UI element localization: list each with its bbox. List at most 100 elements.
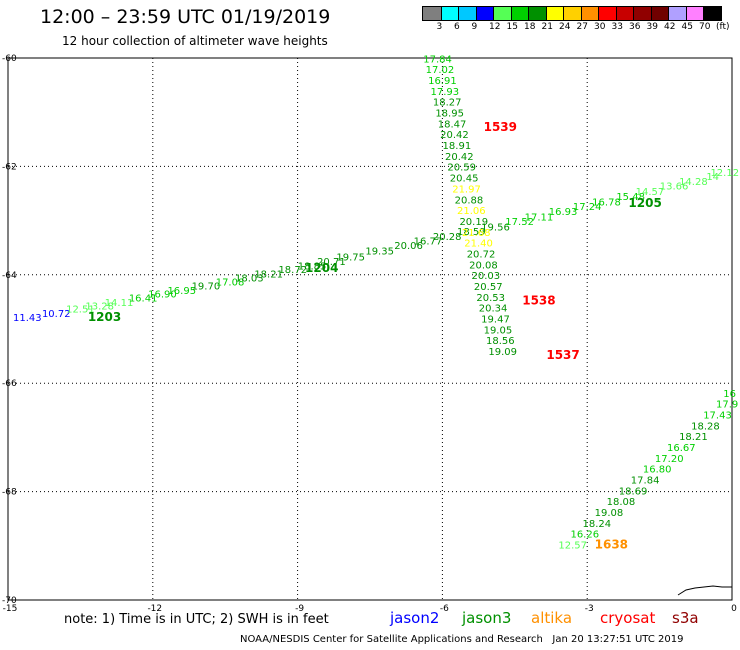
latitude-tick-label: -64 [2,271,17,281]
wave-height-labels: 11.43 10.7212.5113.2814.1116.4116.9016.95… [13,54,739,551]
color-swatch [510,7,528,20]
wave-height-value: 18.91 [443,141,472,152]
wave-height-value: 11.43 [13,313,42,324]
color-scale-label: 36 [629,22,641,32]
wave-height-value: 21.40 [464,239,493,250]
wave-height-value: 19.35 [365,247,394,258]
wave-height-value: 17.20 [655,454,684,465]
wave-height-value: 20.45 [450,174,479,185]
longitude-tick-label: -3 [585,604,594,614]
wave-height-value: 19.47 [481,314,510,325]
satellite-legend-cryosat: cryosat [600,609,656,627]
wave-height-value: 17.52 [505,217,534,228]
wave-height-value: 16.78 [592,197,621,208]
wave-height-value: 19.09 [488,347,517,358]
wave-height-value: 19.56 [481,222,510,233]
color-swatch [633,7,651,20]
longitude-tick-label: -6 [440,604,449,614]
longitude-tick-label: -9 [295,604,304,614]
longitude-tick-label: 0 [731,604,737,614]
color-swatch [545,7,563,20]
wave-height-value: 18.08 [607,497,636,508]
pass-time-label: 1204 [305,261,338,275]
color-swatch [458,7,476,20]
satellite-legend-altika: altika [531,609,573,627]
wave-height-value: 21.68 [462,228,491,239]
wave-height-value: 16.26 [570,530,599,541]
latitude-tick-label: -70 [2,596,17,606]
wave-height-value: 18.27 [433,98,462,109]
wave-height-value: 18.59 [457,227,486,238]
wave-height-value: 20.19 [459,217,488,228]
latitude-tick-label: -66 [2,379,17,389]
pass-time-label: 1205 [628,196,661,210]
wave-height-value: 17.02 [426,65,455,76]
page-subtitle: 12 hour collection of altimeter wave hei… [62,34,328,48]
wave-height-value: 17.9 [716,400,738,411]
color-swatch [598,7,616,20]
color-swatch [563,7,581,20]
color-scale-bar [422,6,722,21]
wave-height-value: 16.95 [167,286,196,297]
wave-height-value: 18.95 [435,109,464,120]
color-swatch [615,7,633,20]
color-swatch [475,7,493,20]
wave-height-value: 16.77 [414,236,443,247]
color-swatch [703,7,721,20]
wave-height-value: 16.93 [549,207,578,218]
pass-time-label: 1203 [88,310,121,324]
wave-height-value: 16.67 [667,443,696,454]
wave-height-value: 16.90 [148,290,177,301]
satellite-legend-jason3: jason3 [462,609,512,627]
wave-height-value: 20.34 [479,304,508,315]
wave-height-value: 14 [706,172,719,183]
credit-line: NOAA/NESDIS Center for Satellite Applica… [240,634,684,645]
satellite-legend-s3a: s3a [672,609,699,627]
wave-height-value: 16.91 [428,76,457,87]
color-scale-label: 42 [664,22,676,32]
wave-height-value: 18.21 [679,432,708,443]
map-tick-labels: -15 -12 -9 -6 -3 0 -60 -62 -64 -66 -68 -70 [2,54,737,614]
wave-height-value: 18.56 [486,336,515,347]
color-swatch [580,7,598,20]
wave-height-value: 20.53 [476,293,505,304]
wave-height-value: 18.03 [235,273,264,284]
color-scale-label: 12 [489,22,501,32]
wave-height-value: 16.41 [129,293,158,304]
latitude-tick-label: -60 [2,54,17,64]
wave-height-value: 14.11 [105,298,134,309]
color-swatch [440,7,458,20]
wave-height-value: 20.42 [440,130,469,141]
color-scale-label: 21 [541,22,553,32]
longitude-tick-label: -15 [3,604,18,614]
color-scale-label: 39 [646,22,658,32]
color-swatch [685,7,703,20]
wave-height-value: 19.75 [336,253,365,264]
color-scale-label: 33 [611,22,623,32]
color-scale-label: 70 [699,22,711,32]
wave-height-value: 15.48 [616,192,645,203]
wave-height-value: 17.11 [525,213,554,224]
color-swatch [493,7,511,20]
color-scale-label: 30 [594,22,606,32]
wave-height-value: 17.43 [703,410,732,421]
wave-height-value: 20.06 [394,241,423,252]
color-scale-label: 15 [506,22,518,32]
wave-height-value: 13.28 [85,301,114,312]
wave-height-value: 18.24 [583,519,612,530]
wave-height-value: 12.12 [710,168,739,179]
wave-height-value: 21.06 [457,206,486,217]
wave-height-value: 21.97 [452,184,481,195]
wave-height-value: 20.59 [447,163,476,174]
legend-note: note: 1) Time is in UTC; 2) SWH is in fe… [64,612,329,627]
pass-time-label: 1638 [595,538,628,552]
wave-height-value: 18.85 [298,261,327,272]
wave-height-value: 20.72 [467,249,496,260]
wave-height-value: 13.66 [660,182,689,193]
wave-height-value: 20.88 [455,195,484,206]
wave-height-value: 10.72 [42,309,71,320]
wave-height-value: 19.08 [595,508,624,519]
wave-height-value: 17.08 [216,278,245,289]
wave-height-value: 20.57 [474,282,503,293]
